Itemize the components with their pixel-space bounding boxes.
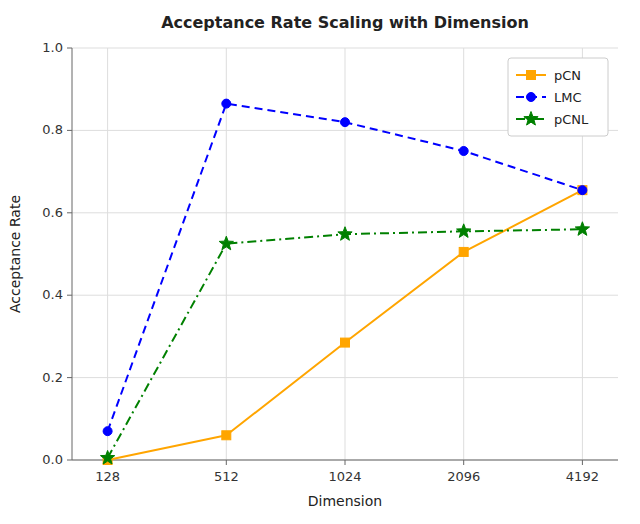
marker [457,224,471,238]
x-tick-label: 4192 [566,469,599,484]
y-tick [67,295,72,296]
x-grid-line [107,48,108,460]
series [100,222,589,464]
plot-area [100,99,589,464]
x-tick-label: 512 [214,469,239,484]
y-tick [67,212,72,213]
y-axis-line [72,48,73,460]
series [103,186,587,465]
y-tick-label: 0.8 [42,122,63,137]
y-grid-line [72,460,618,461]
x-tick-label: 1024 [328,469,361,484]
x-axis-line [72,460,618,461]
x-grid-line [345,48,346,460]
x-axis-label: Dimension [308,493,382,509]
chart: Acceptance Rate Scaling with Dimension 0.… [0,0,640,524]
marker [341,118,350,127]
y-tick [67,460,72,461]
x-tick [345,460,346,465]
line [108,104,583,432]
marker [341,338,350,347]
x-tick-label: 128 [95,469,120,484]
y-tick-label: 1.0 [42,40,63,55]
marker [578,186,587,195]
marker [578,186,587,195]
legend-box [508,58,608,136]
x-tick [582,460,583,465]
y-tick-label: 0.2 [42,370,63,385]
legend-marker [527,71,536,80]
grid [72,48,618,460]
marker [338,227,352,241]
line [108,190,583,460]
y-tick-label: 0.0 [42,452,63,467]
marker [459,247,468,256]
y-tick [67,48,72,49]
legend-marker [524,112,538,126]
x-tick-label: 2096 [447,469,480,484]
y-tick-label: 0.4 [42,287,63,302]
x-tick [463,460,464,465]
legend-label: pCN [554,68,581,83]
legend-label: pCNL [554,112,589,127]
marker [222,99,231,108]
x-grid-line [226,48,227,460]
y-tick-label: 0.6 [42,205,63,220]
marker [219,236,233,250]
x-tick [226,460,227,465]
marker [100,450,114,464]
marker [222,431,231,440]
marker [459,147,468,156]
marker [575,222,589,236]
y-tick [67,130,72,131]
y-tick [67,377,72,378]
y-axis-label: Acceptance Rate [7,195,23,313]
marker [103,427,112,436]
legend-label: LMC [554,90,582,105]
line [108,229,583,458]
legend-marker [527,93,536,102]
series [103,99,587,436]
axes: 0.0 0.2 0.4 0.6 0.8 1.0 128 512 1024 2096 4192 [42,40,618,484]
legend: pCN LMC pCNL [508,58,608,136]
title: Acceptance Rate Scaling with Dimension [161,13,529,32]
